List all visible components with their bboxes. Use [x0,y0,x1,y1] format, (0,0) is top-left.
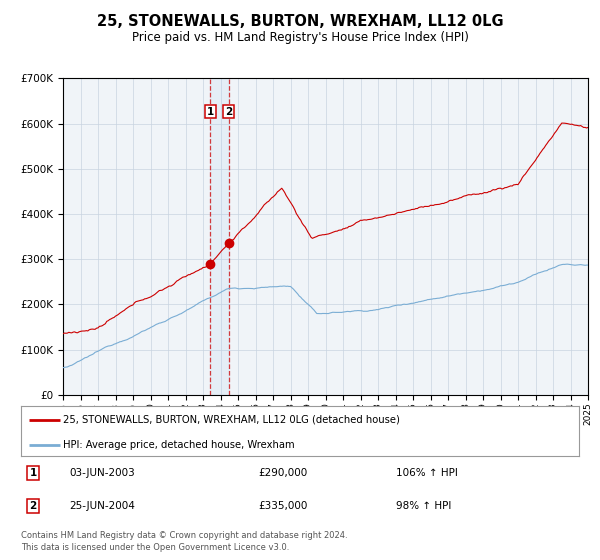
Text: Contains HM Land Registry data © Crown copyright and database right 2024.: Contains HM Land Registry data © Crown c… [21,531,347,540]
Text: 2: 2 [225,106,233,116]
Text: Price paid vs. HM Land Registry's House Price Index (HPI): Price paid vs. HM Land Registry's House … [131,31,469,44]
Text: £290,000: £290,000 [258,468,307,478]
Text: 25-JUN-2004: 25-JUN-2004 [69,501,135,511]
Text: 98% ↑ HPI: 98% ↑ HPI [396,501,451,511]
Bar [211,78,229,395]
Text: 1: 1 [29,468,37,478]
Text: 25, STONEWALLS, BURTON, WREXHAM, LL12 0LG: 25, STONEWALLS, BURTON, WREXHAM, LL12 0L… [97,14,503,29]
Text: £335,000: £335,000 [258,501,307,511]
Text: 25, STONEWALLS, BURTON, WREXHAM, LL12 0LG (detached house): 25, STONEWALLS, BURTON, WREXHAM, LL12 0L… [63,414,400,424]
Text: This data is licensed under the Open Government Licence v3.0.: This data is licensed under the Open Gov… [21,543,289,552]
Text: HPI: Average price, detached house, Wrexham: HPI: Average price, detached house, Wrex… [63,440,295,450]
Text: 1: 1 [207,106,214,116]
Text: 2: 2 [29,501,37,511]
Text: 106% ↑ HPI: 106% ↑ HPI [396,468,458,478]
Text: 03-JUN-2003: 03-JUN-2003 [69,468,135,478]
